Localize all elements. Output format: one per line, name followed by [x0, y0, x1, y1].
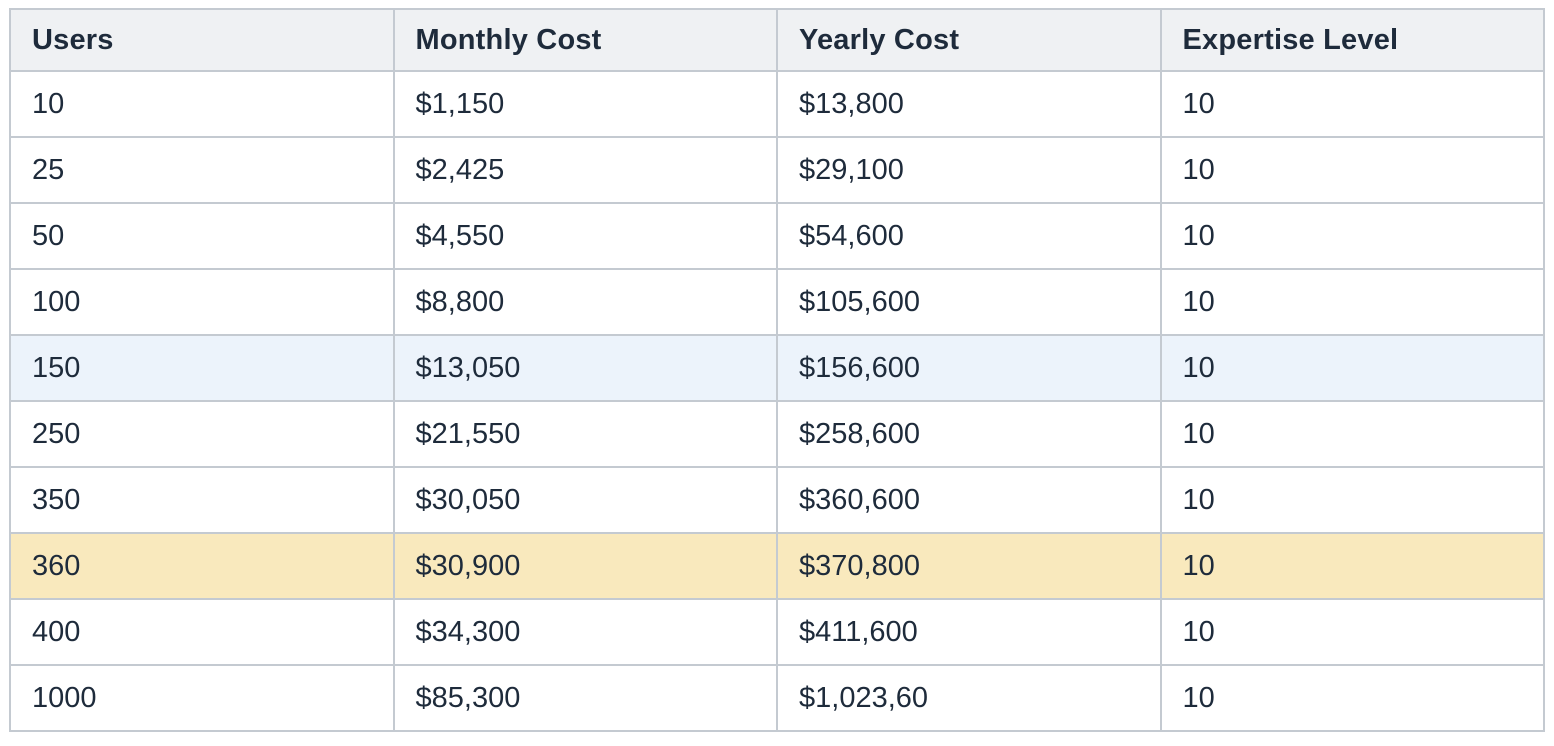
table-row: 150 $13,050 $156,600 10 [9, 334, 1545, 402]
cell-monthly: $2,425 [392, 136, 778, 204]
cell-monthly: $21,550 [392, 400, 778, 468]
cell-yearly: $29,100 [776, 136, 1162, 204]
cell-users: 400 [9, 598, 395, 666]
table-row: 250 $21,550 $258,600 10 [9, 400, 1545, 468]
cell-monthly: $1,150 [392, 70, 778, 138]
cell-yearly: $13,800 [776, 70, 1162, 138]
cell-monthly: $30,050 [392, 466, 778, 534]
header-row: Users Monthly Cost Yearly Cost Expertise… [9, 8, 1545, 72]
table-row: 1000 $85,300 $1,023,60 10 [9, 664, 1545, 732]
cell-users: 1000 [9, 664, 395, 732]
cell-users: 25 [9, 136, 395, 204]
cell-yearly: $1,023,60 [776, 664, 1162, 732]
table-header: Users Monthly Cost Yearly Cost Expertise… [9, 8, 1545, 72]
cell-expertise: 10 [1159, 532, 1545, 600]
cell-users: 50 [9, 202, 395, 270]
cell-expertise: 10 [1159, 268, 1545, 336]
cell-expertise: 10 [1159, 400, 1545, 468]
table-body: 10 $1,150 $13,800 10 25 $2,425 $29,100 10 50 $4,5… [9, 70, 1545, 732]
table-row: 360 $30,900 $370,800 10 [9, 532, 1545, 600]
cell-monthly: $85,300 [392, 664, 778, 732]
cell-monthly: $4,550 [392, 202, 778, 270]
table-row: 350 $30,050 $360,600 10 [9, 466, 1545, 534]
column-header-users: Users [9, 8, 395, 72]
cell-expertise: 10 [1159, 136, 1545, 204]
table-row: 50 $4,550 $54,600 10 [9, 202, 1545, 270]
cell-monthly: $8,800 [392, 268, 778, 336]
cell-expertise: 10 [1159, 664, 1545, 732]
cell-users: 350 [9, 466, 395, 534]
cell-yearly: $258,600 [776, 400, 1162, 468]
column-header-monthly: Monthly Cost [392, 8, 778, 72]
cell-yearly: $105,600 [776, 268, 1162, 336]
cell-monthly: $13,050 [392, 334, 778, 402]
cell-expertise: 10 [1159, 70, 1545, 138]
cell-yearly: $370,800 [776, 532, 1162, 600]
table-row: 400 $34,300 $411,600 10 [9, 598, 1545, 666]
cell-users: 100 [9, 268, 395, 336]
table-row: 25 $2,425 $29,100 10 [9, 136, 1545, 204]
cell-expertise: 10 [1159, 466, 1545, 534]
pricing-table: Users Monthly Cost Yearly Cost Expertise… [9, 8, 1545, 732]
cell-yearly: $156,600 [776, 334, 1162, 402]
cell-yearly: $360,600 [776, 466, 1162, 534]
column-header-yearly: Yearly Cost [776, 8, 1162, 72]
table-row: 10 $1,150 $13,800 10 [9, 70, 1545, 138]
cell-monthly: $34,300 [392, 598, 778, 666]
cell-monthly: $30,900 [392, 532, 778, 600]
cell-users: 360 [9, 532, 395, 600]
cell-expertise: 10 [1159, 202, 1545, 270]
cell-users: 250 [9, 400, 395, 468]
cell-expertise: 10 [1159, 598, 1545, 666]
cell-expertise: 10 [1159, 334, 1545, 402]
cell-users: 10 [9, 70, 395, 138]
table-row: 100 $8,800 $105,600 10 [9, 268, 1545, 336]
cell-yearly: $411,600 [776, 598, 1162, 666]
cell-users: 150 [9, 334, 395, 402]
cell-yearly: $54,600 [776, 202, 1162, 270]
column-header-expertise: Expertise Level [1159, 8, 1545, 72]
